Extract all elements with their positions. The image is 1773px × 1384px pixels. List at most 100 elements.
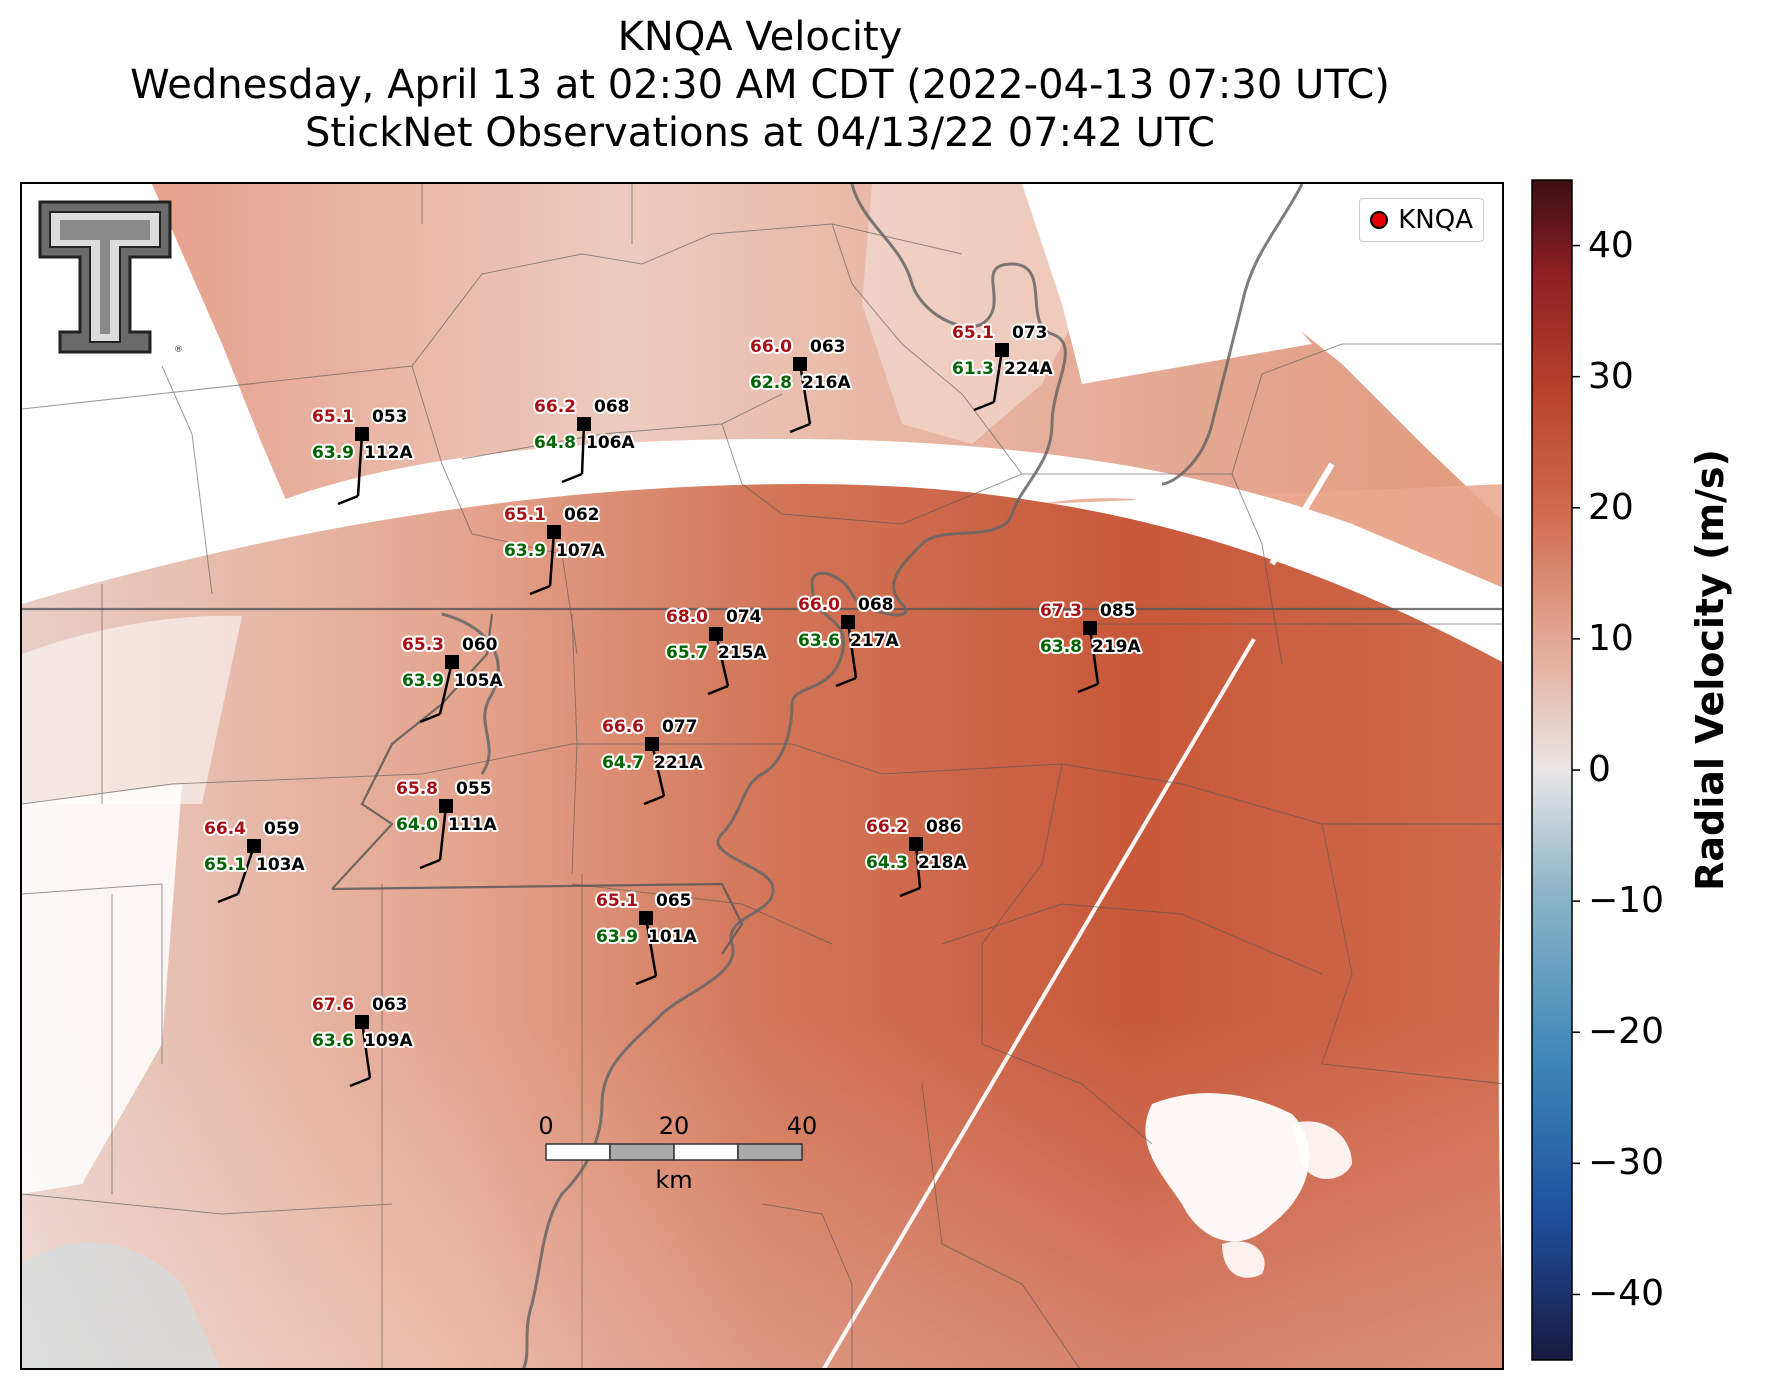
station-temperature: 65.1 bbox=[596, 891, 638, 911]
colorbar-ticks bbox=[1572, 244, 1580, 1296]
colorbar-tick-label: 30 bbox=[1588, 355, 1634, 397]
wind-barb-staff bbox=[236, 845, 256, 895]
colorbar-tick-label: −40 bbox=[1588, 1273, 1664, 1315]
station-marker-icon bbox=[547, 525, 561, 539]
radar-map[interactable]: ® 65.1 053 63.9 112A 66.2 068 64.8 106A 66.0 063 6… bbox=[20, 182, 1504, 1370]
station-dewpoint: 63.6 bbox=[798, 631, 840, 651]
texas-tech-logo: ® bbox=[38, 200, 183, 355]
station-id: 063 bbox=[810, 337, 846, 357]
station-215A[interactable]: 68.0 074 65.7 215A bbox=[664, 605, 769, 696]
station-dewpoint: 62.8 bbox=[750, 373, 792, 393]
station-217A[interactable]: 66.0 068 63.6 217A bbox=[796, 593, 901, 688]
wind-barb-flag bbox=[835, 676, 857, 688]
station-temperature: 66.0 bbox=[798, 595, 840, 615]
colorbar-tick-label: 40 bbox=[1588, 224, 1634, 266]
wind-barb-flag bbox=[1077, 682, 1099, 694]
wind-barb-flag bbox=[419, 712, 441, 724]
station-106A[interactable]: 66.2 068 64.8 106A bbox=[532, 395, 637, 484]
station-id: 086 bbox=[926, 817, 962, 837]
title-line-3: StickNet Observations at 04/13/22 07:42 … bbox=[305, 110, 1215, 156]
wind-barb-flag bbox=[643, 794, 665, 806]
wind-barb-flag bbox=[217, 892, 239, 904]
station-218A[interactable]: 66.2 086 64.3 218A bbox=[864, 815, 969, 898]
wind-barb-flag bbox=[561, 472, 583, 484]
station-name: 105A bbox=[454, 671, 503, 691]
station-temperature: 66.4 bbox=[204, 819, 246, 839]
wind-barb-staff bbox=[644, 917, 658, 977]
station-temperature: 65.1 bbox=[312, 407, 354, 427]
station-name: 101A bbox=[648, 927, 697, 947]
colorbar-tick-label: 20 bbox=[1588, 486, 1634, 528]
wind-barb-staff bbox=[548, 531, 556, 587]
station-temperature: 66.6 bbox=[602, 717, 644, 737]
wind-barb-flag bbox=[337, 494, 359, 506]
station-105A[interactable]: 65.3 060 63.9 105A bbox=[400, 633, 505, 724]
station-temperature: 67.6 bbox=[312, 995, 354, 1015]
colorbar-gradient bbox=[1531, 179, 1573, 1361]
scale-tick-40: 40 bbox=[787, 1112, 818, 1140]
station-temperature: 66.2 bbox=[534, 397, 576, 417]
station-109A[interactable]: 67.6 063 63.6 109A bbox=[310, 993, 415, 1088]
station-marker-icon bbox=[639, 911, 653, 925]
wind-barb-flag bbox=[419, 858, 441, 870]
wind-barb-staff bbox=[992, 349, 1004, 403]
legend-label: KNQA bbox=[1398, 205, 1473, 235]
wind-barb-flag bbox=[529, 584, 551, 596]
station-marker-icon bbox=[355, 427, 369, 441]
wind-barb-staff bbox=[714, 633, 730, 687]
station-name: 107A bbox=[556, 541, 605, 561]
station-marker-icon bbox=[793, 357, 807, 371]
station-dewpoint: 63.8 bbox=[1040, 637, 1082, 657]
station-temperature: 65.1 bbox=[952, 323, 994, 343]
wind-barb-flag bbox=[707, 684, 729, 696]
wind-barb-staff bbox=[798, 363, 812, 425]
radar-band-upper bbox=[152, 184, 1502, 622]
colorbar-tick-label: −10 bbox=[1588, 880, 1664, 922]
colorbar-tick-label: 10 bbox=[1588, 617, 1634, 659]
station-id: 077 bbox=[662, 717, 698, 737]
station-temperature: 66.0 bbox=[750, 337, 792, 357]
station-dewpoint: 63.9 bbox=[504, 541, 546, 561]
station-temperature: 68.0 bbox=[666, 607, 708, 627]
station-temperature: 65.3 bbox=[402, 635, 444, 655]
title-line-1: KNQA Velocity bbox=[617, 14, 903, 60]
station-marker-icon bbox=[645, 737, 659, 751]
wind-barb-staff bbox=[356, 433, 364, 497]
station-marker-icon bbox=[445, 655, 459, 669]
wind-barb-staff bbox=[438, 805, 448, 861]
station-103A[interactable]: 66.4 059 65.1 103A bbox=[202, 817, 307, 904]
station-id: 068 bbox=[594, 397, 630, 417]
station-name: 217A bbox=[850, 631, 899, 651]
station-id: 059 bbox=[264, 819, 300, 839]
scale-bar: 0 20 40 km bbox=[538, 1112, 817, 1194]
station-216A[interactable]: 66.0 063 62.8 216A bbox=[748, 335, 853, 434]
wind-barb-staff bbox=[580, 423, 586, 475]
station-marker-icon bbox=[709, 627, 723, 641]
station-107A[interactable]: 65.1 062 63.9 107A bbox=[502, 503, 607, 596]
station-219A[interactable]: 67.3 085 63.8 219A bbox=[1038, 599, 1143, 694]
station-marker-icon bbox=[355, 1015, 369, 1029]
station-224A[interactable]: 65.1 073 61.3 224A bbox=[950, 321, 1055, 412]
station-name: 111A bbox=[448, 815, 497, 835]
wind-barb-staff bbox=[438, 661, 454, 715]
station-111A[interactable]: 65.8 055 64.0 111A bbox=[394, 777, 499, 870]
station-id: 062 bbox=[564, 505, 600, 525]
river-lines bbox=[441, 184, 1304, 1368]
scale-seg-3 bbox=[673, 1143, 739, 1161]
station-dewpoint: 65.1 bbox=[204, 855, 246, 875]
colorbar-tick-label: −20 bbox=[1588, 1011, 1664, 1053]
station-112A[interactable]: 65.1 053 63.9 112A bbox=[310, 405, 415, 506]
wind-barb-staff bbox=[846, 621, 858, 679]
station-name: 103A bbox=[256, 855, 305, 875]
station-id: 055 bbox=[456, 779, 492, 799]
station-temperature: 65.1 bbox=[504, 505, 546, 525]
station-name: 109A bbox=[364, 1031, 413, 1051]
colorbar bbox=[1531, 179, 1580, 1361]
radar-band-lower bbox=[22, 462, 1502, 1368]
station-221A[interactable]: 66.6 077 64.7 221A bbox=[600, 715, 705, 806]
colorbar-tick-label: −30 bbox=[1588, 1142, 1664, 1184]
station-dewpoint: 64.7 bbox=[602, 753, 644, 773]
station-name: 112A bbox=[364, 443, 413, 463]
station-101A[interactable]: 65.1 065 63.9 101A bbox=[594, 889, 699, 986]
